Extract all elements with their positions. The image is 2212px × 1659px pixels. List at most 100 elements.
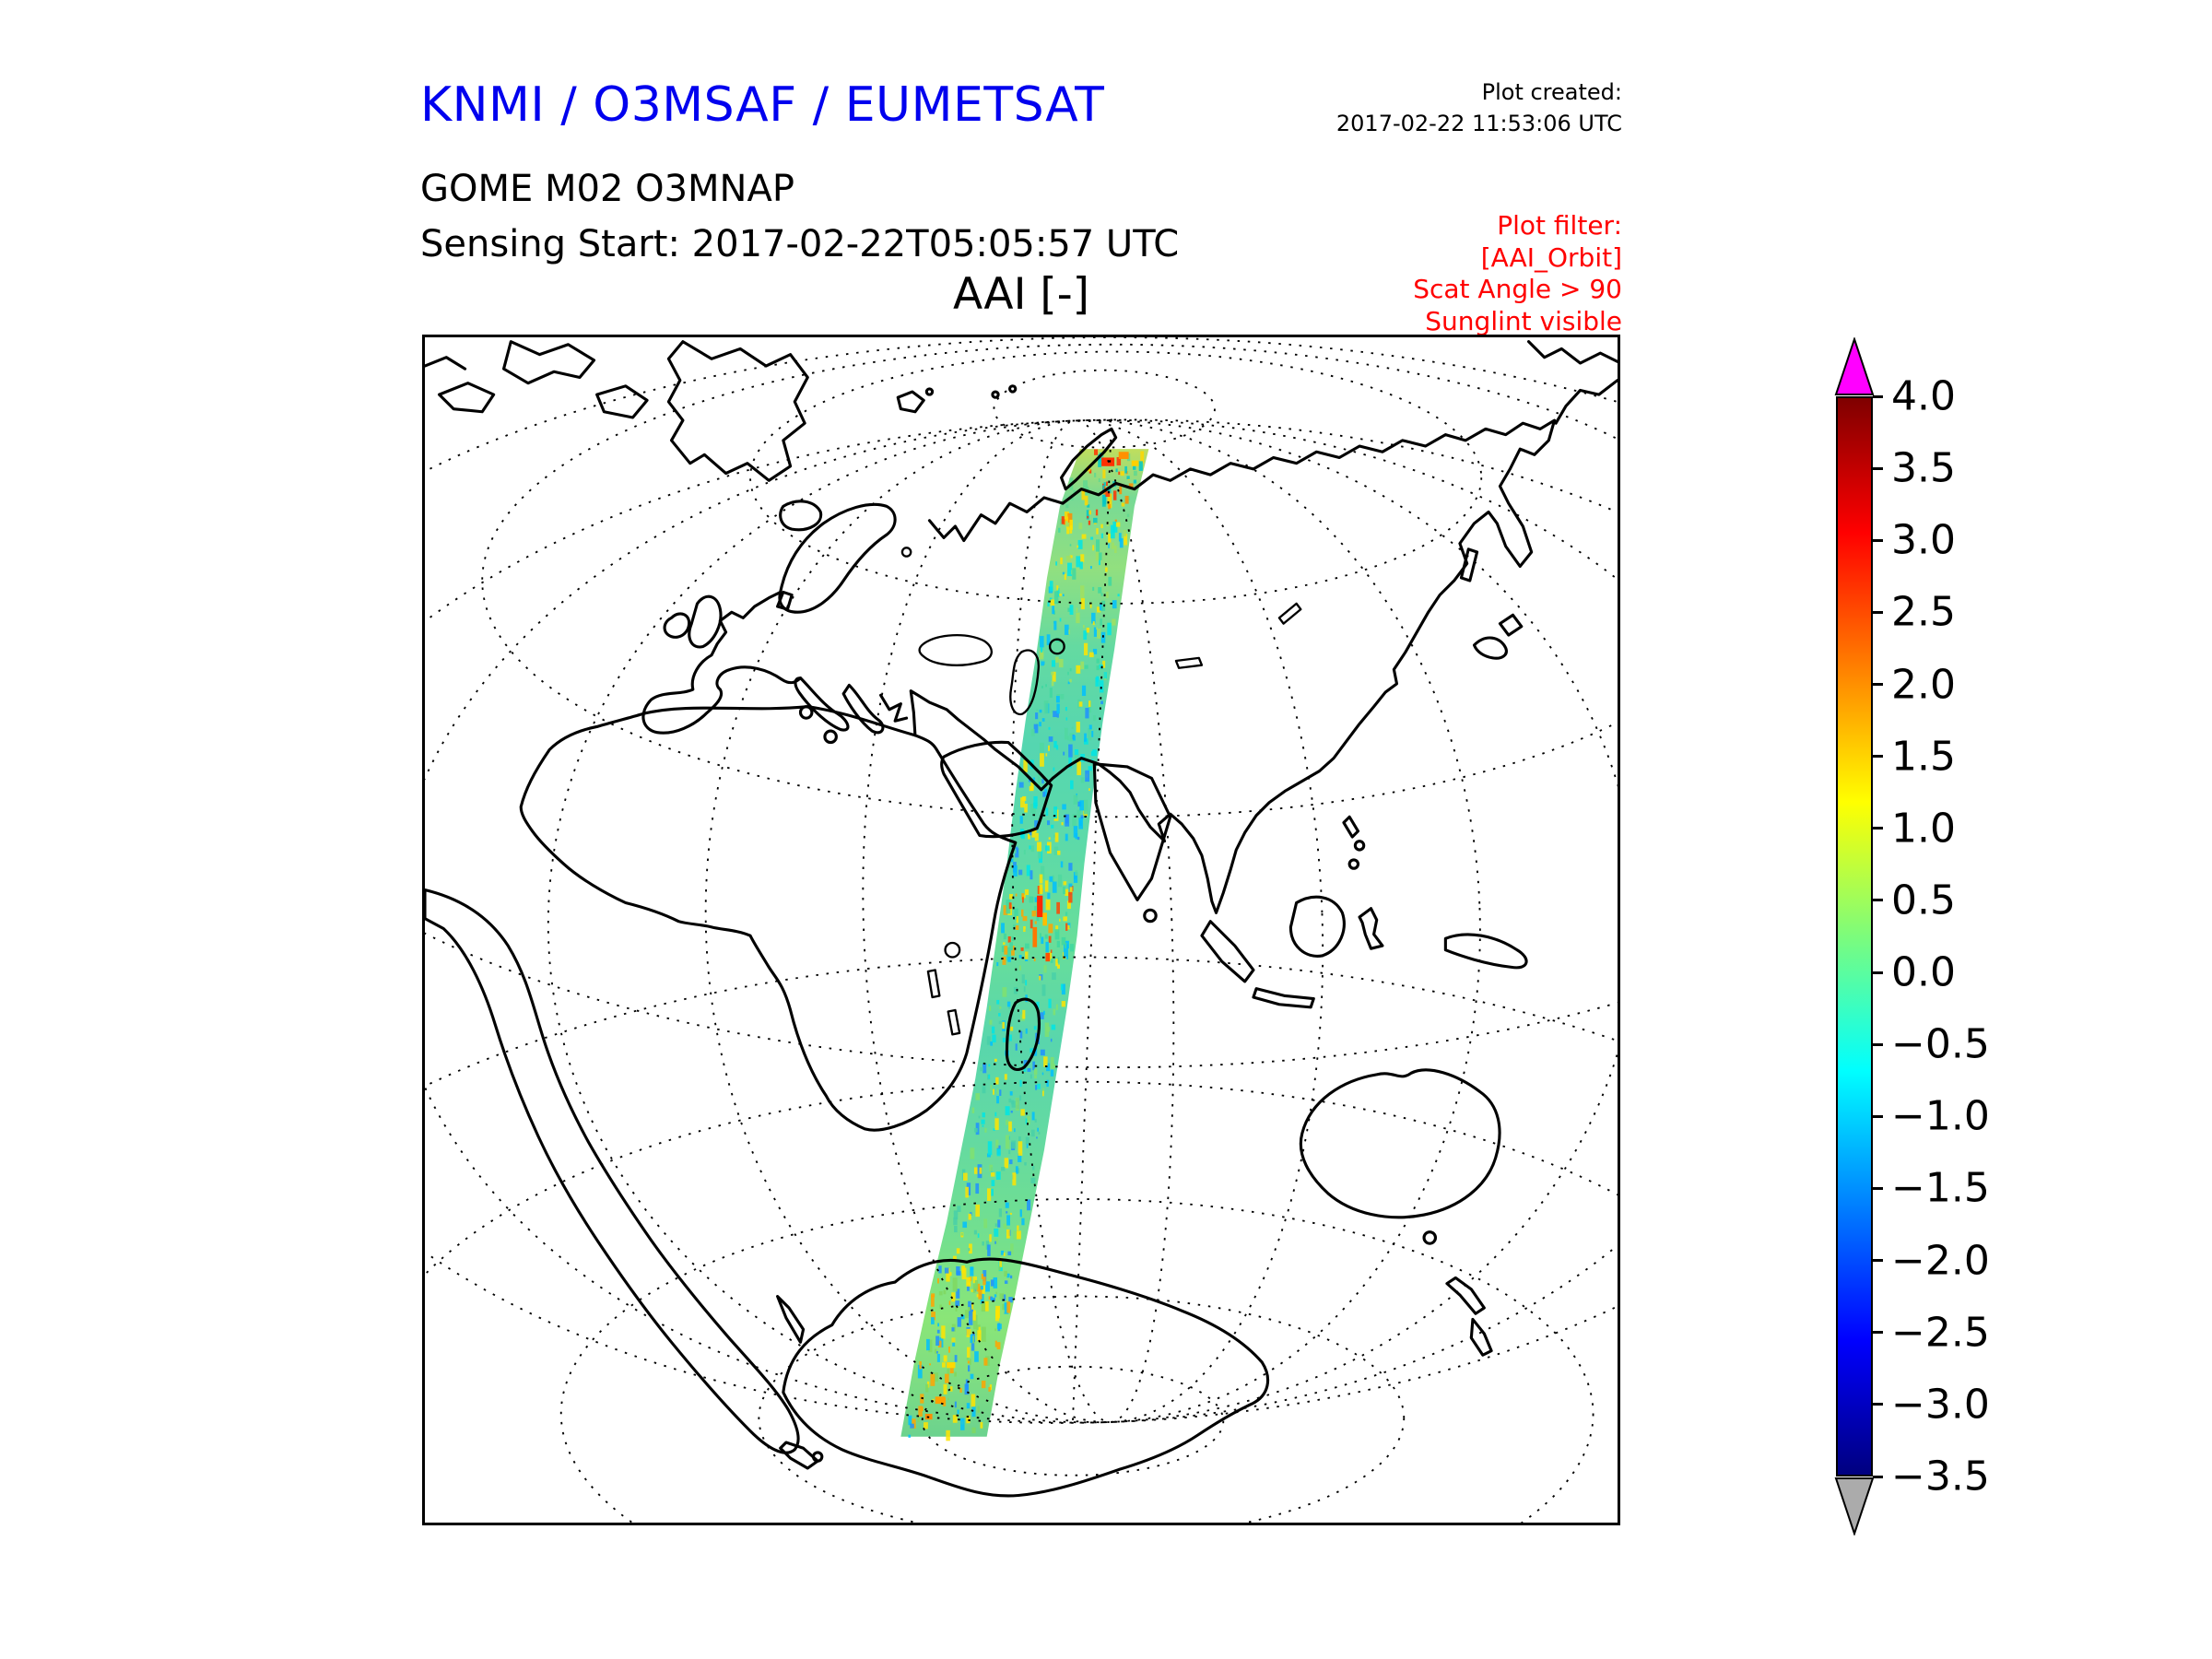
swath-speckle <box>1065 516 1069 525</box>
swath-speckle <box>1118 471 1121 476</box>
swath-speckle <box>1048 736 1053 742</box>
swath-speckle <box>1034 832 1039 841</box>
lake-ladoga <box>900 547 912 558</box>
swath-speckle <box>1019 1079 1022 1088</box>
colorbar-tick-label: −1.5 <box>1891 1164 1990 1212</box>
colorbar-tick-label: −2.5 <box>1891 1309 1990 1357</box>
swath-speckle <box>1087 504 1090 508</box>
swath-speckle <box>1047 892 1051 900</box>
swath-speckle <box>1023 986 1026 993</box>
swath-speckle <box>1068 863 1073 871</box>
swath-speckle <box>988 1074 991 1079</box>
coast-island-dot <box>991 390 1000 399</box>
coast-south-america <box>425 888 800 1454</box>
swath-speckle <box>1095 509 1099 516</box>
swath-speckle <box>951 1327 955 1332</box>
swath-speckle <box>989 1019 993 1025</box>
swath-speckle <box>1086 627 1090 633</box>
swath-speckle <box>1062 571 1065 575</box>
swath-speckle <box>1055 745 1059 750</box>
orbit-swath-band <box>900 449 1149 1437</box>
swath-speckle <box>931 1312 935 1321</box>
swath-hotspot <box>935 1396 946 1405</box>
swath-speckle <box>989 1006 992 1011</box>
swath-speckle <box>965 1186 969 1198</box>
swath-speckle <box>1023 759 1028 772</box>
swath-speckle <box>1027 1199 1031 1211</box>
swath-speckle <box>999 1006 1002 1009</box>
swath-speckle <box>1053 834 1056 838</box>
swath-speckle <box>1024 1161 1027 1166</box>
plot-created-block: Plot created: 2017-02-22 11:53:06 UTC <box>1336 77 1622 139</box>
swath-speckle <box>1107 493 1112 509</box>
swath-speckle <box>1009 1159 1013 1165</box>
swath-speckle <box>990 1279 994 1287</box>
swath-speckle <box>952 1255 957 1262</box>
colorbar-tick-mark <box>1873 1403 1883 1406</box>
swath-speckle <box>1004 1302 1009 1314</box>
swath-speckle <box>1029 845 1031 850</box>
swath-speckle <box>1055 1004 1058 1010</box>
swath-speckle <box>926 1338 930 1351</box>
swath-speckle <box>1052 972 1056 981</box>
swath-speckle <box>993 1277 998 1288</box>
swath-speckle <box>974 1279 979 1290</box>
swath-speckle <box>1015 1043 1018 1051</box>
swath-speckle <box>1016 846 1018 853</box>
coast-west-europe <box>641 590 803 735</box>
swath-speckle <box>938 1265 942 1274</box>
swath-speckle <box>1004 946 1008 955</box>
colorbar-tick-label: 3.0 <box>1891 516 1956 564</box>
swath-speckle <box>1018 1095 1022 1101</box>
swath-speckle <box>996 1148 1001 1157</box>
coast-java <box>1252 987 1315 1009</box>
swath-speckle <box>1076 722 1080 733</box>
swath-speckle <box>1091 730 1094 737</box>
swath-speckle <box>989 1384 993 1391</box>
colorbar-tick-mark <box>1873 1331 1883 1335</box>
swath-hotspot <box>1118 452 1129 460</box>
swath-speckle <box>992 1034 996 1043</box>
swath-speckle <box>1075 833 1078 840</box>
swath-speckle <box>943 1289 947 1295</box>
swath-speckle <box>1051 824 1054 829</box>
swath-speckle <box>1017 1230 1021 1240</box>
swath-speckle <box>1063 881 1067 886</box>
swath-speckle <box>1068 744 1073 758</box>
swath-speckle <box>1042 1010 1045 1016</box>
swath-speckle <box>961 1267 967 1280</box>
swath-speckle <box>996 961 999 967</box>
swath-speckle <box>1044 934 1048 939</box>
swath-speckle <box>994 1328 997 1332</box>
coast-britain <box>688 594 723 649</box>
swath-speckle <box>1052 1064 1056 1070</box>
swath-speckle <box>1073 826 1078 838</box>
swath-speckle <box>1098 559 1101 566</box>
swath-speckle <box>1067 681 1070 685</box>
swath-speckle <box>1088 724 1092 730</box>
coast-madagascar <box>1005 997 1041 1072</box>
swath-speckle <box>978 1286 982 1300</box>
swath-speckle <box>972 1310 976 1321</box>
swath-speckle <box>994 1340 997 1347</box>
swath-speckle <box>951 1337 956 1343</box>
swath-speckle <box>936 1354 940 1362</box>
swath-speckle <box>988 1296 992 1300</box>
swath-speckle <box>1071 726 1074 729</box>
lake-victoria <box>944 941 961 959</box>
swath-speckle <box>1039 874 1043 884</box>
swath-speckle <box>1108 576 1112 586</box>
swath-speckle <box>981 1301 986 1312</box>
swath-speckle <box>1053 740 1057 748</box>
coast-africa <box>519 705 1018 1132</box>
swath-speckle <box>1022 915 1028 922</box>
swath-speckle <box>1101 600 1106 611</box>
swath-hotspot <box>1037 895 1043 918</box>
swath-speckle <box>960 1232 964 1236</box>
swath-speckle <box>990 1085 993 1091</box>
swath-speckle <box>1103 482 1106 487</box>
swath-speckle <box>1051 1024 1056 1030</box>
swath-speckle <box>1076 612 1080 624</box>
swath-speckle <box>1020 947 1024 951</box>
swath-speckle <box>1062 804 1066 810</box>
